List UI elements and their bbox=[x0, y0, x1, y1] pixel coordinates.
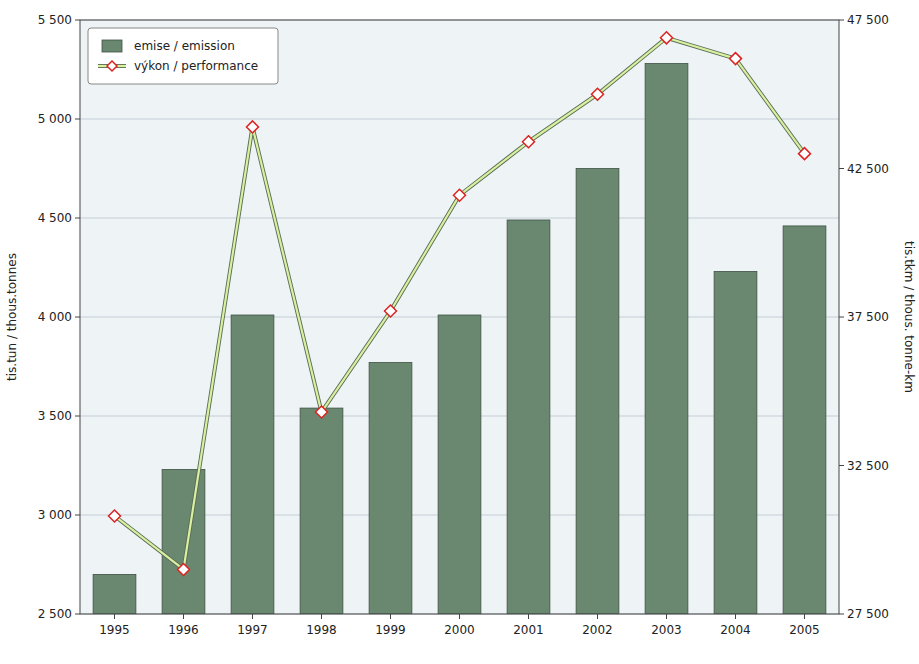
x-tick bbox=[114, 614, 115, 619]
line-halo bbox=[115, 38, 805, 570]
x-tick bbox=[735, 614, 736, 619]
x-tick bbox=[321, 614, 322, 619]
legend-label: emise / emission bbox=[134, 39, 235, 53]
x-tick-label: 2001 bbox=[513, 623, 544, 637]
bar bbox=[783, 226, 826, 614]
x-tick bbox=[597, 614, 598, 619]
marker bbox=[385, 305, 397, 317]
marker bbox=[799, 148, 811, 160]
frame bbox=[80, 20, 839, 614]
x-tick-label: 1998 bbox=[306, 623, 337, 637]
x-tick bbox=[183, 614, 184, 619]
x-tick bbox=[252, 614, 253, 619]
x-tick bbox=[459, 614, 460, 619]
legend-label: výkon / performance bbox=[134, 59, 258, 73]
y-tick bbox=[75, 218, 80, 219]
x-tick-label: 2000 bbox=[444, 623, 475, 637]
y2-tick-label: 37 500 bbox=[847, 310, 889, 324]
x-axis: 1995 1996 1997 1998 1999 2000 2001 2002 2003 2004… bbox=[99, 614, 820, 637]
marker bbox=[247, 121, 259, 133]
bar bbox=[645, 64, 688, 614]
data bbox=[93, 32, 826, 614]
y2-tick-label: 47 500 bbox=[847, 13, 889, 27]
grid-line bbox=[80, 119, 839, 120]
bar bbox=[93, 574, 136, 614]
y-axis-label: tis.tun / thous.tonnes bbox=[5, 253, 19, 381]
x-tick bbox=[666, 614, 667, 619]
y-tick-label: 5 000 bbox=[38, 112, 72, 126]
y-tick-label: 3 000 bbox=[38, 508, 72, 522]
y-tick bbox=[75, 317, 80, 318]
y2-axis-label: tis.tkm / thous. tonne-km bbox=[902, 241, 916, 393]
y-tick-label: 4 500 bbox=[38, 211, 72, 225]
legend-marker bbox=[107, 61, 117, 71]
bar bbox=[576, 169, 619, 615]
y-tick bbox=[75, 119, 80, 120]
marker bbox=[178, 563, 190, 575]
x-tick bbox=[804, 614, 805, 619]
marker bbox=[109, 510, 121, 522]
marker bbox=[730, 53, 742, 65]
marker bbox=[523, 136, 535, 148]
plot-area bbox=[80, 20, 839, 614]
y-tick-label: 3 500 bbox=[38, 409, 72, 423]
x-tick-label: 2002 bbox=[582, 623, 613, 637]
y-tick bbox=[75, 20, 80, 21]
bar bbox=[438, 315, 481, 614]
y2-tick-label: 27 500 bbox=[847, 607, 889, 621]
bar bbox=[300, 408, 343, 614]
bar bbox=[231, 315, 274, 614]
legend-box bbox=[88, 28, 278, 84]
x-tick-label: 2005 bbox=[789, 623, 820, 637]
legend: emise / emission výkon / performance bbox=[88, 28, 278, 84]
x-tick-label: 1996 bbox=[168, 623, 199, 637]
y2-axis: 27 500 32 500 37 500 42 500 47 500 tis.tkm / … bbox=[839, 13, 916, 621]
y-tick-label: 2 500 bbox=[38, 607, 72, 621]
y2-tick-label: 42 500 bbox=[847, 162, 889, 176]
y2-tick bbox=[839, 317, 844, 318]
line bbox=[115, 38, 805, 570]
chart: 1995 1996 1997 1998 1999 2000 2001 2002 2003 2004… bbox=[0, 0, 919, 664]
x-tick-label: 1995 bbox=[99, 623, 130, 637]
bar bbox=[162, 469, 205, 614]
x-tick-label: 1999 bbox=[375, 623, 406, 637]
x-tick-label: 2004 bbox=[720, 623, 751, 637]
y-tick-label: 5 500 bbox=[38, 13, 72, 27]
y2-tick bbox=[839, 465, 844, 466]
y-axis: 2 500 3 000 3 500 4 000 4 500 5 000 5 500 tis.t… bbox=[5, 13, 80, 621]
legend-swatch bbox=[102, 40, 122, 52]
bar bbox=[507, 220, 550, 614]
y-tick bbox=[75, 416, 80, 417]
y-tick-label: 4 000 bbox=[38, 310, 72, 324]
marker bbox=[316, 406, 328, 418]
x-tick bbox=[390, 614, 391, 619]
marker bbox=[454, 189, 466, 201]
grid bbox=[80, 20, 839, 614]
marker bbox=[592, 88, 604, 100]
y-tick bbox=[75, 515, 80, 516]
bar bbox=[714, 271, 757, 614]
x-tick-label: 2003 bbox=[651, 623, 682, 637]
y2-tick bbox=[839, 168, 844, 169]
y2-tick-label: 32 500 bbox=[847, 459, 889, 473]
marker bbox=[661, 32, 673, 44]
x-tick bbox=[528, 614, 529, 619]
x-tick-label: 1997 bbox=[237, 623, 268, 637]
bar bbox=[369, 363, 412, 614]
y-tick bbox=[75, 614, 80, 615]
y2-tick bbox=[839, 614, 844, 615]
grid-line bbox=[80, 218, 839, 219]
y2-tick bbox=[839, 20, 844, 21]
